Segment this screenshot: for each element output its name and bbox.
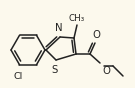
Text: CH₃: CH₃: [69, 14, 85, 23]
Text: Cl: Cl: [14, 72, 23, 81]
Text: N: N: [55, 23, 63, 33]
Text: S: S: [52, 65, 58, 75]
Text: O: O: [92, 30, 100, 40]
Text: O: O: [102, 66, 110, 76]
